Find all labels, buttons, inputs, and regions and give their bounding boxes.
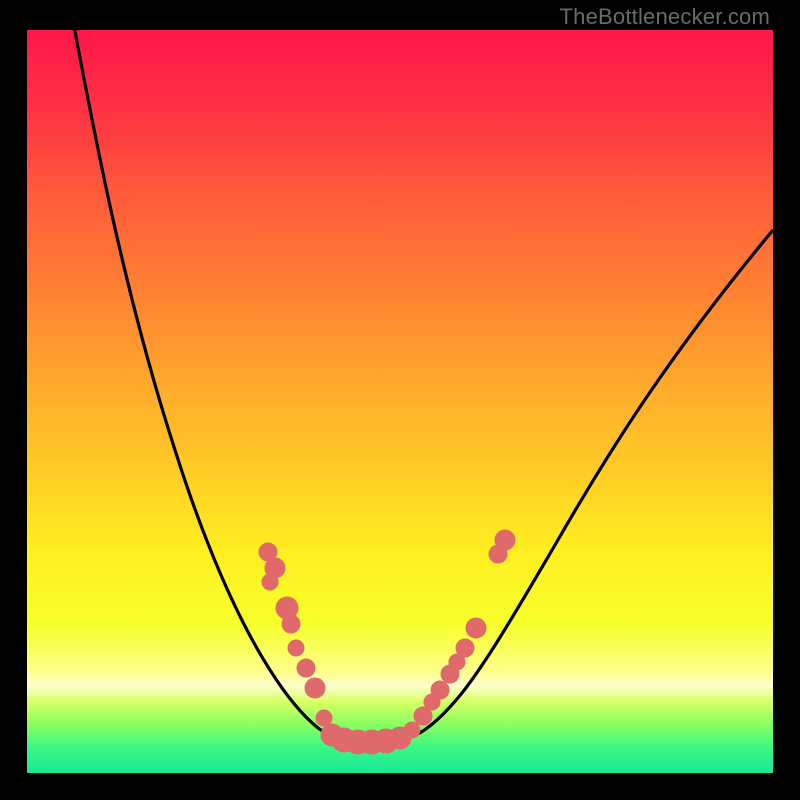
curve-marker <box>404 722 420 738</box>
chart-root: TheBottlenecker.com <box>0 0 800 800</box>
curve-marker <box>495 530 515 550</box>
curve-marker <box>288 640 304 656</box>
curve-marker <box>456 639 474 657</box>
curve-marker <box>316 710 332 726</box>
curve-markers-group <box>259 530 515 754</box>
curve-marker <box>282 615 300 633</box>
chart-overlay-svg <box>0 0 800 800</box>
curve-marker <box>262 574 278 590</box>
curve-marker <box>305 678 325 698</box>
curve-marker <box>297 659 315 677</box>
curve-marker <box>431 681 449 699</box>
bottleneck-curve <box>69 0 773 742</box>
curve-marker <box>466 618 486 638</box>
